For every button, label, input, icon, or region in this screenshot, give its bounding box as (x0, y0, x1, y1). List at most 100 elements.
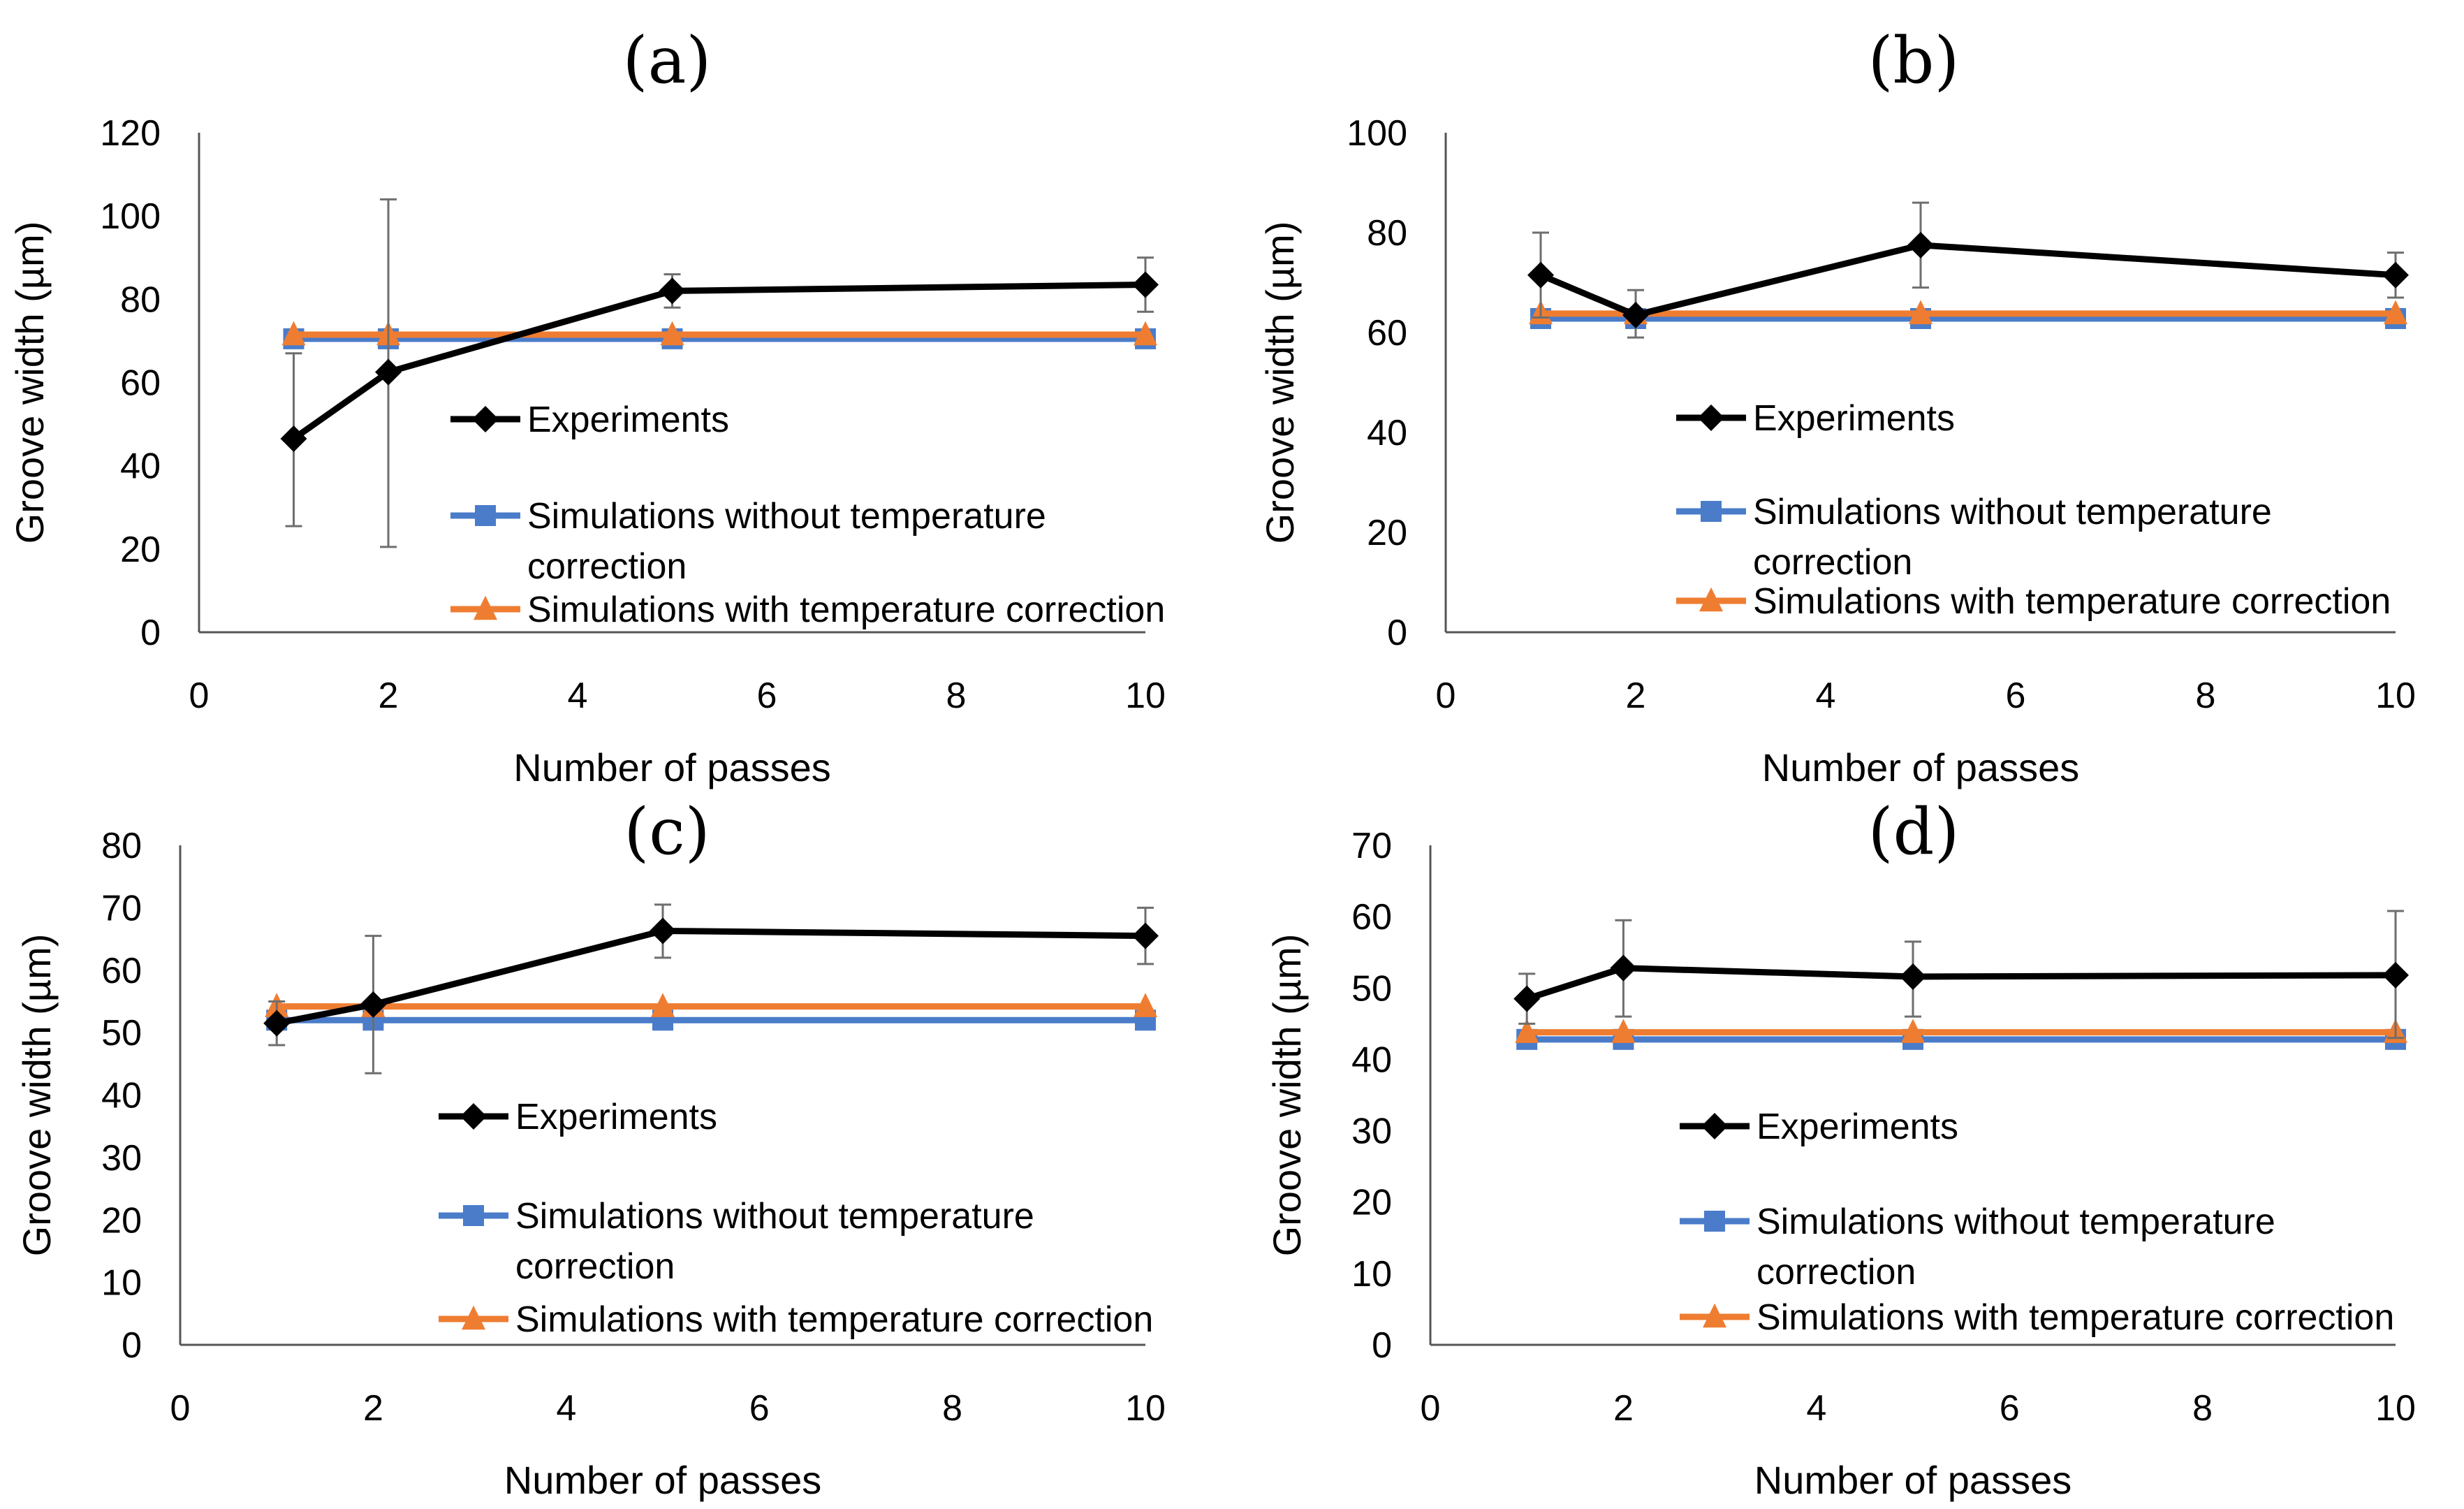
legend: Experiments Simulations without temperatu… (450, 400, 1165, 630)
y-tick-label: 20 (101, 1200, 142, 1241)
y-tick-label: 60 (120, 363, 161, 404)
y-tick-label: 0 (1372, 1325, 1392, 1366)
x-axis-title: Number of passes (1762, 745, 2079, 789)
marker-experiments (2382, 261, 2409, 289)
legend-label-sim-without: Simulations without temperature (1757, 1202, 2275, 1242)
x-tick-label: 6 (757, 676, 777, 716)
legend-label-sim-without: Simulations without temperature (527, 496, 1046, 537)
chart-panel-3: (c) 0 10 20 30 40 50 60 70 80 0 2 4 6 8 10 Number of pas… (15, 794, 1166, 1502)
y-tick-label: 60 (1367, 313, 1407, 353)
x-tick-label: 10 (1125, 1388, 1166, 1429)
y-tick-label: 40 (1367, 413, 1407, 453)
y-tick-label: 100 (1347, 113, 1407, 154)
marker-experiments (360, 991, 387, 1018)
marker-sim-with (1611, 1019, 1636, 1043)
marker-experiments (659, 277, 686, 305)
y-tick-label: 70 (1351, 826, 1392, 866)
y-tick-label: 20 (1367, 513, 1407, 553)
y-tick-label: 30 (1351, 1111, 1392, 1152)
y-tick-label: 50 (1351, 968, 1392, 1009)
x-tick-label: 0 (1421, 1388, 1441, 1429)
y-tick-label: 30 (101, 1138, 142, 1179)
marker-experiments (1610, 954, 1637, 982)
y-tick-label: 100 (100, 196, 161, 237)
x-tick-label: 10 (1125, 676, 1166, 716)
marker-sim-with (281, 321, 306, 346)
marker-sim-with (2384, 300, 2407, 325)
series-line-experiments (1539, 242, 2396, 319)
x-tick-label: 2 (363, 1388, 383, 1429)
x-tick-label: 0 (170, 1388, 191, 1429)
panel-title: (d) (1868, 794, 1960, 869)
legend-marker-experiments (1701, 1113, 1728, 1139)
chart-panel-2: (b) 0 20 40 60 80 100 0 2 4 6 8 10 Number of passes Gr… (1258, 23, 2416, 789)
marker-sim-with (1901, 1019, 1925, 1043)
y-axis-title: Groove width (µm) (8, 221, 52, 544)
y-tick-label: 60 (101, 951, 142, 991)
y-tick-label: 80 (1367, 213, 1407, 254)
y-tick-label: 120 (100, 113, 161, 154)
legend-label-sim-without-cont: correction (527, 546, 687, 587)
legend-marker-experiments (1698, 404, 1724, 431)
legend-marker-sim-with (462, 1305, 485, 1330)
marker-experiments (1622, 301, 1649, 328)
legend-label-experiments: Experiments (515, 1097, 717, 1137)
marker-experiments (650, 917, 676, 945)
legend-marker-sim-without (1701, 501, 1722, 522)
x-tick-label: 8 (2196, 676, 2216, 716)
legend: Experiments Simulations without temperatu… (1680, 1107, 2394, 1338)
legend-marker-sim-without (1704, 1211, 1725, 1232)
marker-experiments (2382, 961, 2409, 989)
marker-experiments (280, 425, 307, 452)
panel-title: (a) (623, 23, 712, 98)
marker-sim-with (1134, 993, 1157, 1017)
x-tick-label: 4 (568, 676, 588, 716)
marker-sim-with (660, 321, 684, 346)
y-tick-label: 80 (101, 826, 142, 866)
legend-label-experiments: Experiments (1753, 398, 1955, 439)
y-axis-title: Groove width (µm) (1265, 934, 1309, 1257)
series-line-experiments (291, 281, 1146, 442)
marker-experiments (1132, 922, 1159, 949)
legend-label-experiments: Experiments (527, 400, 729, 440)
y-tick-label: 10 (101, 1263, 142, 1304)
y-tick-label: 10 (1351, 1254, 1392, 1295)
legend-marker-sim-with (474, 595, 497, 620)
marker-sim-with (1909, 300, 1933, 325)
series-line-experiments (1525, 965, 2396, 1002)
legend-label-sim-with: Simulations with temperature correction (1757, 1297, 2394, 1338)
legend-marker-experiments (472, 406, 499, 432)
panel-title: (c) (624, 794, 710, 869)
y-tick-label: 50 (101, 1013, 142, 1054)
marker-experiments (1900, 963, 1926, 990)
marker-experiments (1907, 231, 1934, 258)
chart-panel-1: (a) 0 20 40 60 80 100 120 0 2 4 6 8 10 Number of passe… (8, 23, 1166, 789)
x-tick-label: 10 (2375, 676, 2416, 716)
x-axis-title: Number of passes (504, 1458, 821, 1502)
x-tick-label: 0 (1436, 676, 1456, 716)
x-tick-label: 8 (942, 1388, 962, 1429)
legend-label-sim-without-cont: correction (515, 1246, 675, 1287)
legend-marker-sim-with (1703, 1303, 1726, 1328)
x-tick-label: 2 (1626, 676, 1646, 716)
y-tick-label: 80 (120, 279, 161, 320)
x-tick-label: 8 (946, 676, 967, 716)
legend-label-sim-without-cont: correction (1753, 542, 1912, 583)
marker-sim-with (651, 993, 675, 1017)
panel-title: (b) (1868, 23, 1960, 98)
legend-label-experiments: Experiments (1757, 1107, 1958, 1147)
y-axis-title: Groove width (µm) (1258, 221, 1302, 544)
x-tick-label: 4 (1816, 676, 1836, 716)
legend-label-sim-with: Simulations with temperature correction (1753, 581, 2391, 622)
x-tick-label: 0 (189, 676, 210, 716)
legend: Experiments Simulations without temperatu… (1676, 398, 2391, 622)
x-tick-label: 6 (2006, 676, 2026, 716)
marker-sim-with (1515, 1019, 1539, 1043)
x-tick-label: 10 (2375, 1388, 2416, 1429)
y-tick-label: 0 (122, 1325, 142, 1366)
x-axis-title: Number of passes (513, 745, 830, 789)
y-tick-label: 20 (120, 530, 161, 570)
legend: Experiments Simulations without temperatu… (439, 1097, 1153, 1340)
legend-label-sim-without: Simulations without temperature (1753, 492, 2272, 532)
